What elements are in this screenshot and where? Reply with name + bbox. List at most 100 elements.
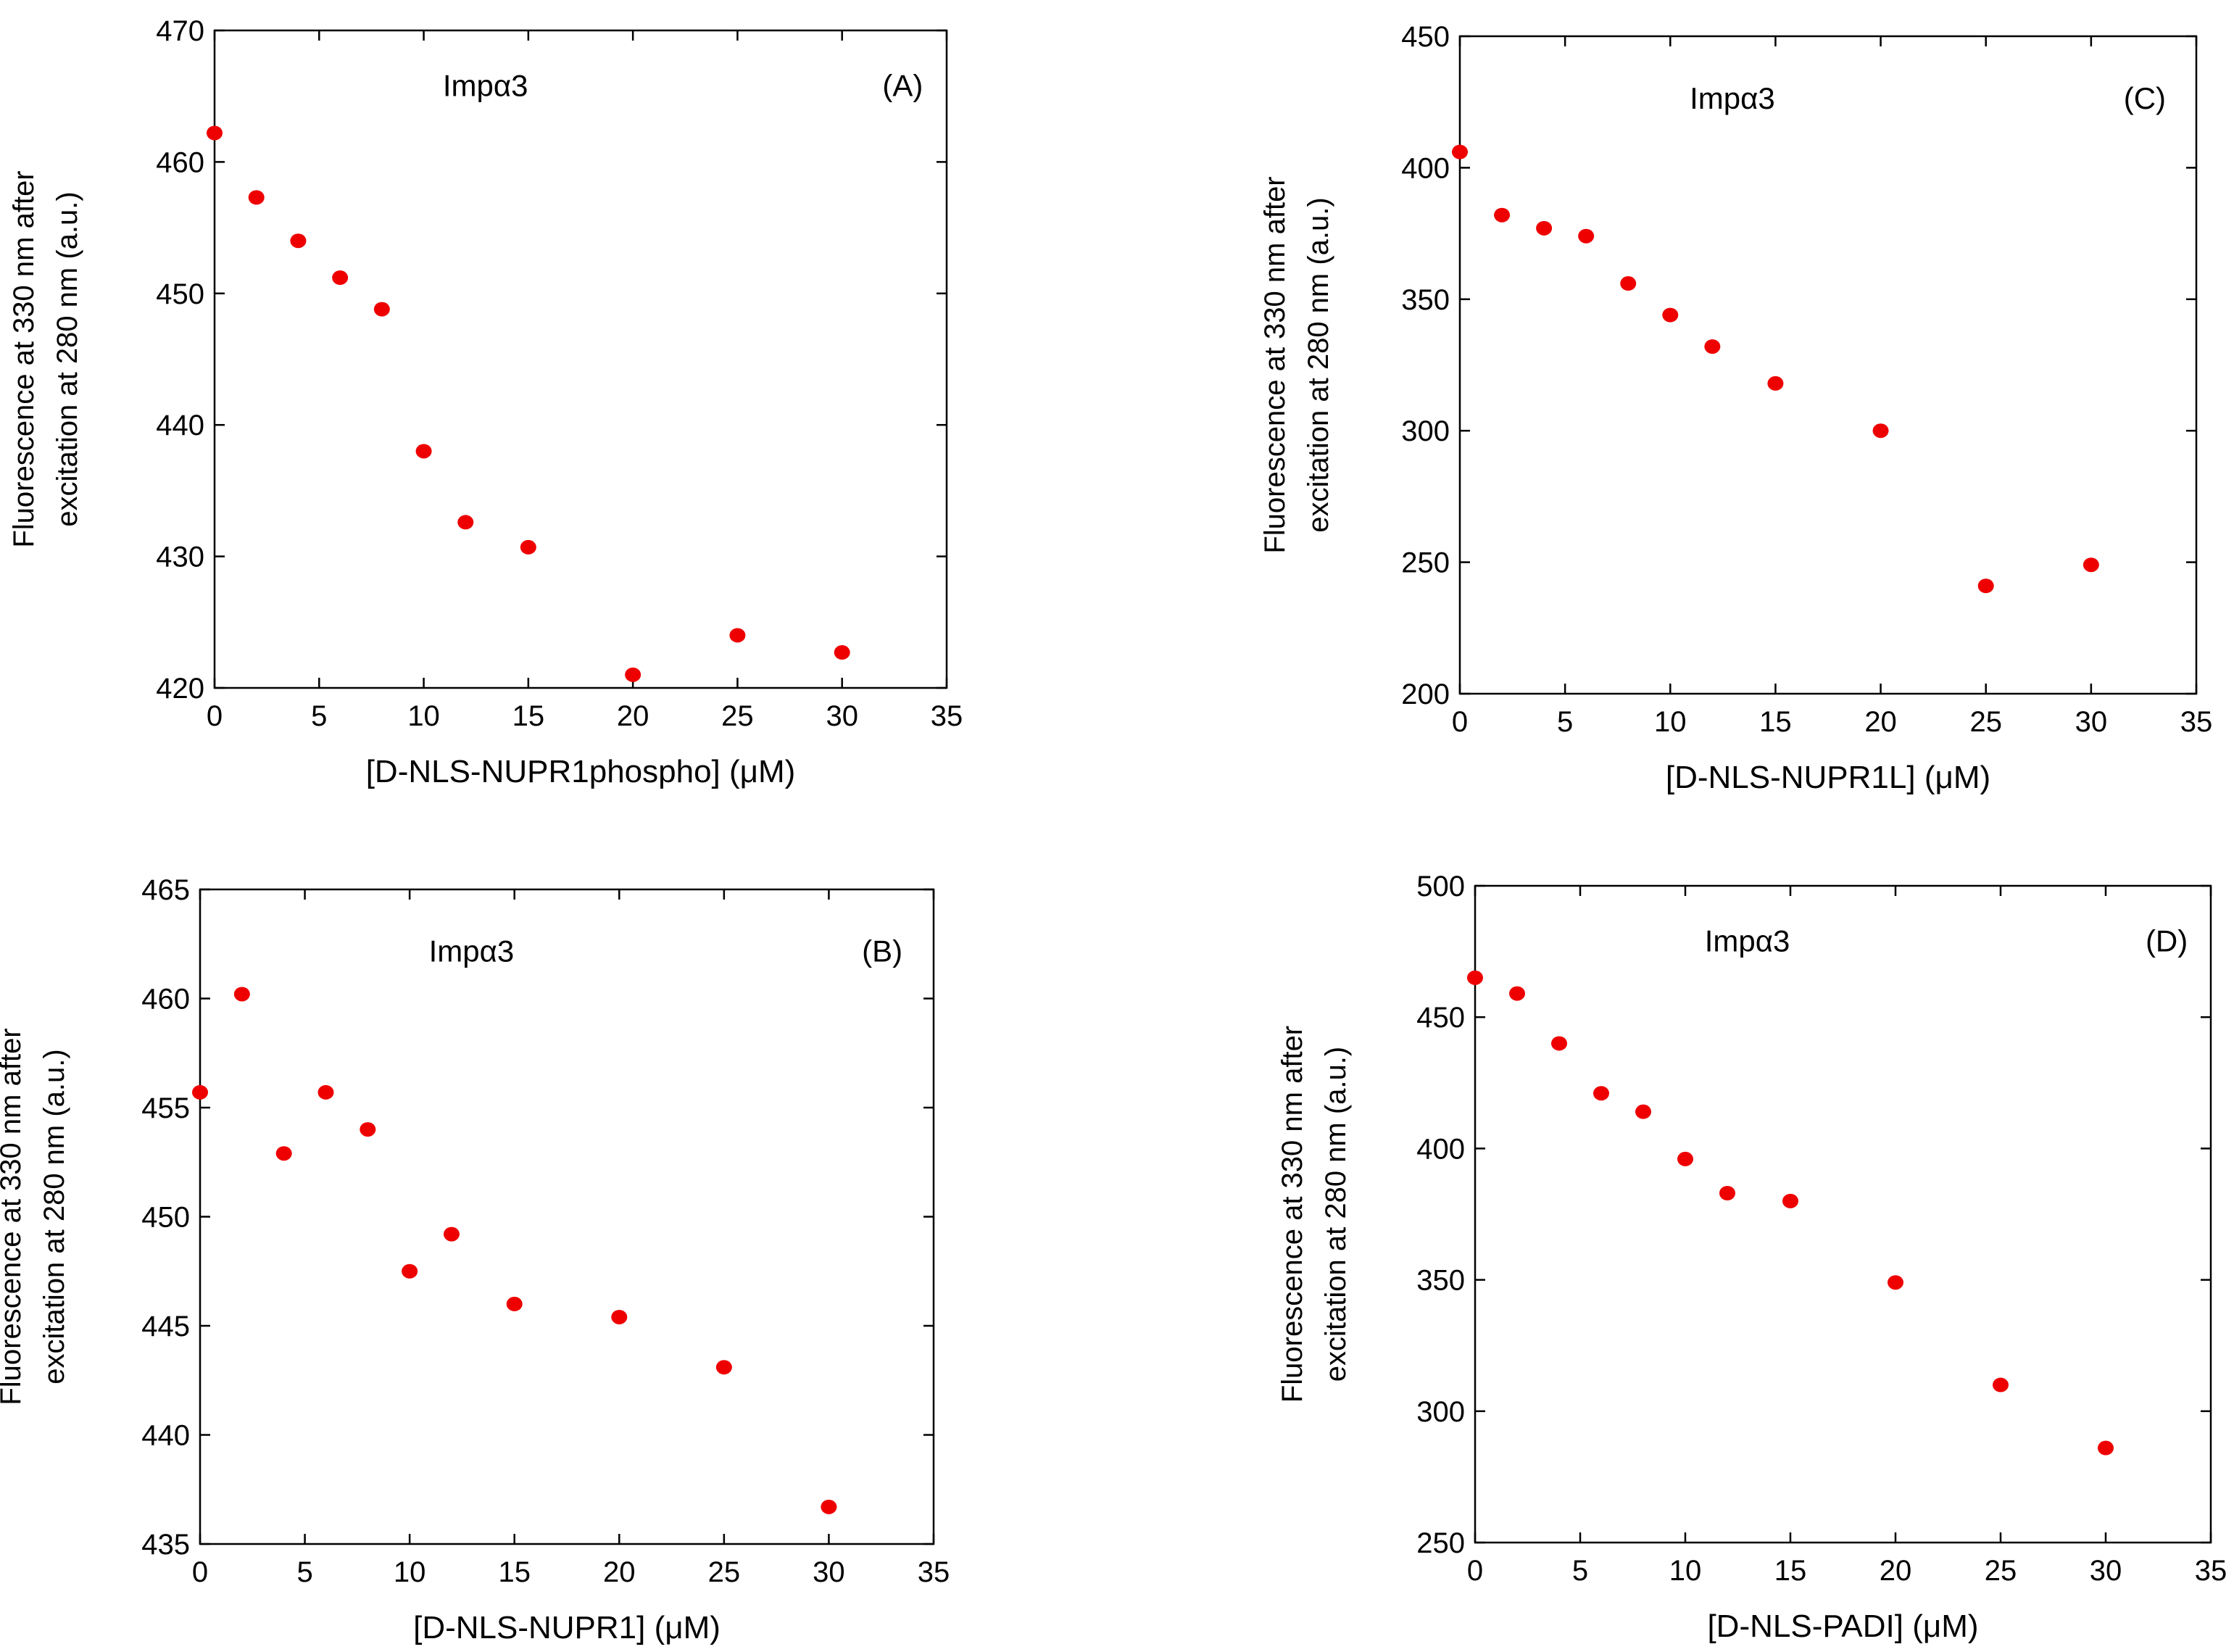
y-tick-label-b: 455 <box>141 1092 190 1124</box>
data-point-d-9 <box>1888 1275 1903 1290</box>
data-point-b-1 <box>192 1084 208 1100</box>
y-axis-title-line-2-a: excitation at 280 nm (a.u.) <box>51 191 83 526</box>
panel-a: 0 5 10 15 20 25 30 35 420 430 440 450 460 470 [D-NLS-N… <box>8 15 963 789</box>
data-point-b-11 <box>821 1499 837 1514</box>
panel-label-c: (C) <box>2124 81 2166 115</box>
x-tick-label-c: 25 <box>1969 706 2002 738</box>
y-tick-label-a: 470 <box>156 15 204 47</box>
y-tick-label-d: 250 <box>1416 1527 1465 1559</box>
data-point-c-10 <box>1977 578 1994 594</box>
data-point-c-3 <box>1536 220 1553 236</box>
x-tick-label-b: 25 <box>708 1556 741 1588</box>
panel-b: 0 5 10 15 20 25 30 35 435 440 445 450 455 460 465 [D-NL… <box>0 874 950 1645</box>
y-tick-label-b: 465 <box>141 874 190 906</box>
data-point-a-5 <box>373 302 390 317</box>
y-axis-title-line-1-c: Fluorescence at 330 nm after <box>1259 176 1291 553</box>
data-point-b-6 <box>402 1263 418 1279</box>
panel-label-d: (D) <box>2146 924 2188 958</box>
data-point-d-11 <box>2098 1440 2114 1456</box>
data-point-d-7 <box>1719 1186 1735 1201</box>
data-point-b-2 <box>233 987 250 1002</box>
x-axis-title-c: [D-NLS-NUPR1L] (μM) <box>1666 760 1990 795</box>
y-tick-label-c: 400 <box>1401 152 1450 184</box>
x-tick-label-a: 25 <box>721 700 754 732</box>
y-tick-label-b: 445 <box>141 1311 190 1342</box>
data-point-b-5 <box>360 1122 376 1137</box>
x-tick-label-b: 30 <box>813 1556 845 1588</box>
x-axis-title-b: [D-NLS-NUPR1] (μM) <box>413 1610 721 1645</box>
x-tick-label-c: 5 <box>1557 706 1573 738</box>
data-point-a-2 <box>248 190 265 205</box>
data-point-c-8 <box>1767 375 1784 391</box>
y-tick-label-a: 430 <box>156 541 204 573</box>
y-axis-title-line-1-d: Fluorescence at 330 nm after <box>1276 1026 1308 1403</box>
data-point-c-7 <box>1704 339 1721 354</box>
x-tick-label-b: 5 <box>296 1556 312 1588</box>
y-tick-label-d: 350 <box>1416 1265 1465 1297</box>
data-point-c-5 <box>1620 276 1637 291</box>
y-tick-label-c: 300 <box>1401 415 1450 447</box>
x-tick-label-d: 5 <box>1572 1555 1588 1587</box>
y-tick-label-a: 440 <box>156 410 204 441</box>
x-tick-label-d: 0 <box>1467 1555 1483 1587</box>
y-tick-label-a: 450 <box>156 278 204 310</box>
plot-frame-c <box>1458 35 2198 695</box>
y-tick-label-c: 250 <box>1401 547 1450 579</box>
x-axis-title-a: [D-NLS-NUPR1phospho] (μM) <box>366 754 796 789</box>
x-tick-label-c: 15 <box>1759 706 1792 738</box>
y-tick-label-d: 300 <box>1416 1396 1465 1428</box>
x-tick-label-a: 0 <box>207 700 223 732</box>
x-tick-label-d: 10 <box>1669 1555 1702 1587</box>
data-point-a-3 <box>290 233 307 249</box>
x-tick-label-a: 30 <box>826 700 858 732</box>
x-tick-label-b: 10 <box>394 1556 426 1588</box>
x-tick-label-a: 15 <box>512 700 545 732</box>
y-tick-label-b: 440 <box>141 1420 190 1452</box>
x-tick-label-d: 20 <box>1880 1555 1912 1587</box>
data-point-a-10 <box>729 628 746 643</box>
data-point-c-1 <box>1452 144 1468 159</box>
data-point-d-1 <box>1467 970 1483 985</box>
x-tick-label-c: 10 <box>1654 706 1687 738</box>
data-point-a-8 <box>520 539 536 555</box>
x-tick-label-c: 20 <box>1864 706 1897 738</box>
data-point-a-9 <box>625 667 641 682</box>
x-tick-label-a: 20 <box>617 700 649 732</box>
data-point-a-7 <box>457 515 474 530</box>
panel-c: 0 5 10 15 20 25 30 35 200 250 300 350 400 450 [D-NLS-N… <box>1259 21 2212 795</box>
data-point-a-1 <box>207 125 223 141</box>
annotation-label-c: Impα3 <box>1690 81 1775 115</box>
x-tick-label-c: 0 <box>1452 706 1468 738</box>
data-point-c-11 <box>2083 557 2099 573</box>
data-point-d-4 <box>1593 1086 1609 1101</box>
x-tick-label-d: 35 <box>2195 1555 2227 1587</box>
x-tick-label-a: 5 <box>311 700 327 732</box>
panel-label-a: (A) <box>882 69 923 103</box>
y-tick-label-d: 500 <box>1416 871 1465 902</box>
x-tick-label-d: 30 <box>2090 1555 2122 1587</box>
data-point-c-4 <box>1578 228 1595 244</box>
data-point-a-6 <box>415 444 432 459</box>
y-tick-label-c: 350 <box>1401 284 1450 316</box>
x-tick-label-b: 15 <box>498 1556 531 1588</box>
annotation-label-b: Impα3 <box>429 934 515 968</box>
plot-frame-b <box>199 888 935 1545</box>
data-point-d-8 <box>1782 1193 1798 1208</box>
x-tick-label-b: 35 <box>918 1556 950 1588</box>
data-point-d-10 <box>1993 1377 2009 1392</box>
x-tick-label-a: 10 <box>407 700 440 732</box>
y-tick-label-a: 420 <box>156 673 204 705</box>
y-axis-title-line-1-a: Fluorescence at 330 nm after <box>8 170 40 547</box>
y-axis-title-line-2-d: excitation at 280 nm (a.u.) <box>1320 1047 1352 1382</box>
y-axis-title-line-2-b: excitation at 280 nm (a.u.) <box>38 1049 70 1384</box>
data-point-c-9 <box>1872 423 1889 439</box>
data-point-b-10 <box>715 1360 732 1375</box>
data-point-a-4 <box>332 270 349 286</box>
annotation-label-d: Impα3 <box>1705 924 1790 958</box>
y-axis-title-line-1-b: Fluorescence at 330 nm after <box>0 1028 27 1405</box>
y-tick-label-c: 450 <box>1401 21 1450 53</box>
y-tick-label-b: 460 <box>141 984 190 1016</box>
y-tick-label-a: 460 <box>156 146 204 178</box>
y-tick-label-b: 435 <box>141 1529 190 1561</box>
data-point-c-6 <box>1662 307 1679 323</box>
